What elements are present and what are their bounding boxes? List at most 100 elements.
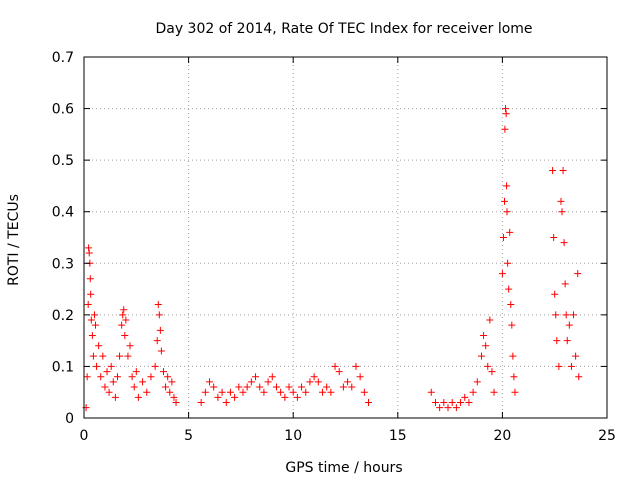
data-point [89,352,97,360]
data-point [118,321,126,329]
x-tick-label: 5 [184,428,193,444]
data-point [469,388,477,396]
data-point [477,352,485,360]
data-point [561,280,569,288]
data-point [172,399,180,407]
data-point [159,368,167,376]
data-point [318,388,326,396]
data-point [99,352,107,360]
y-tick-label: 0 [65,411,74,427]
data-point [563,337,571,345]
data-point [162,383,170,391]
data-point [277,388,285,396]
data-point [164,373,172,381]
data-points [82,105,583,412]
data-point [243,383,251,391]
data-point [331,362,339,370]
data-point [306,378,314,386]
data-point [95,342,103,350]
data-point [151,362,159,370]
data-point [86,275,94,283]
data-point [147,373,155,381]
data-point [480,331,488,339]
data-point [503,208,511,216]
data-point [168,378,176,386]
data-point [486,316,494,324]
data-point [344,378,352,386]
data-point [281,393,289,401]
data-point [310,373,318,381]
data-point [484,362,492,370]
data-point [365,399,373,407]
data-point [431,399,439,407]
y-axis-label: ROTI / TECUs [6,194,22,286]
data-point [293,393,301,401]
axis-ticks [83,56,608,419]
data-point [427,388,435,396]
data-point [356,373,364,381]
data-point [252,373,260,381]
data-point [352,362,360,370]
x-tick-label: 25 [598,428,616,444]
data-point [323,383,331,391]
data-point [549,166,557,174]
data-point [231,393,239,401]
y-tick-label: 0.7 [52,50,74,66]
data-point [473,378,481,386]
data-point [440,399,448,407]
data-point [153,337,161,345]
data-point [143,388,151,396]
data-point [101,383,109,391]
data-point [122,316,130,324]
data-point [130,383,138,391]
data-point [335,368,343,376]
data-point [105,388,113,396]
plot-frame [83,56,608,419]
data-point [124,352,132,360]
data-point [85,249,93,257]
data-point [222,399,230,407]
data-point [511,388,519,396]
data-point [482,342,490,350]
data-point [506,228,514,236]
data-point [574,270,582,278]
data-point [111,393,119,401]
data-point [504,259,512,267]
data-point [510,373,518,381]
data-point [87,316,95,324]
data-point [116,352,124,360]
data-point [457,399,465,407]
data-point [572,352,580,360]
data-point [570,311,578,319]
data-point [84,301,92,309]
data-point [502,110,510,118]
data-point [559,166,567,174]
y-tick-label: 0.4 [52,205,74,221]
data-point [565,321,573,329]
data-point [88,331,96,339]
y-tick-label: 0.1 [52,359,74,375]
x-tick-label: 10 [284,428,302,444]
data-point [247,378,255,386]
data-point [109,378,117,386]
data-point [557,197,565,205]
data-point [461,393,469,401]
data-point [256,383,264,391]
data-point [575,373,583,381]
data-point [139,378,147,386]
data-point [498,270,506,278]
data-point [201,388,209,396]
data-point [500,197,508,205]
data-point [97,373,105,381]
x-axis-label: GPS time / hours [285,460,402,476]
data-point [226,388,234,396]
data-point [314,378,322,386]
data-point [85,244,93,252]
y-tick-label: 0.3 [52,256,74,272]
data-point [501,125,509,133]
data-point [499,234,507,241]
data-point [92,321,100,329]
data-point [562,311,570,319]
x-tick-label: 20 [493,428,511,444]
